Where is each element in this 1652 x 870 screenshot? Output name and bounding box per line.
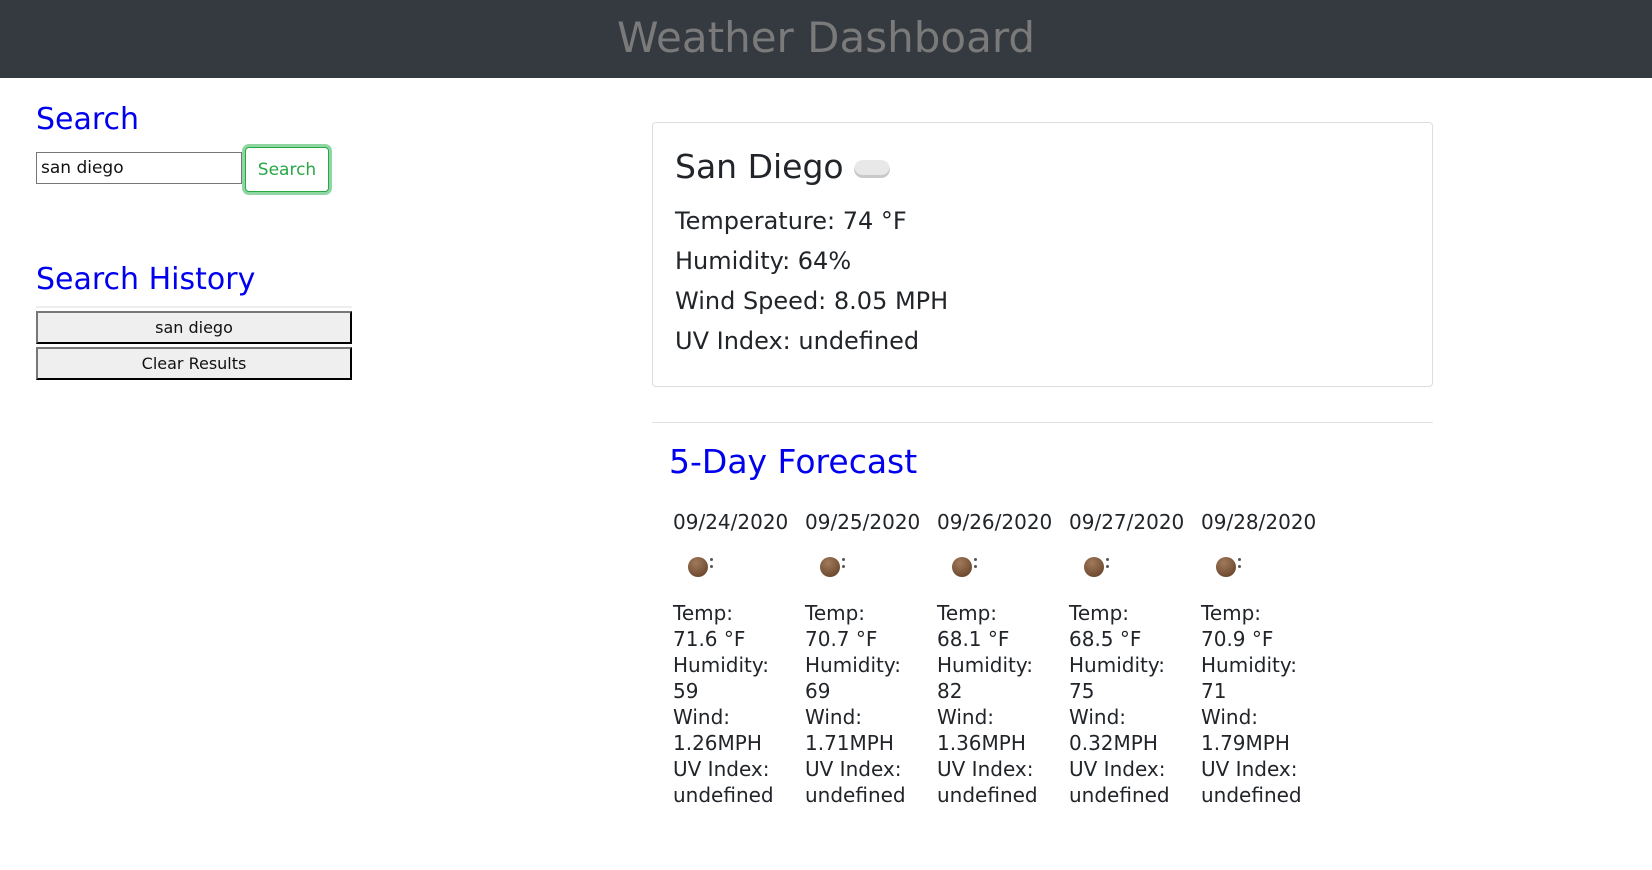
forecast-temp: 68.1 °F <box>937 627 1010 651</box>
forecast-uv: undefined <box>937 783 1038 807</box>
forecast-day: 09/26/2020 Temp: 68.1 °F Humidity: 82 Wind: 1… <box>937 510 1067 808</box>
forecast-uv-label: UV Index: <box>1201 757 1298 781</box>
search-input[interactable] <box>36 152 242 184</box>
current-uv: UV Index: undefined <box>675 327 920 355</box>
forecast-wind-label: Wind: <box>1069 705 1127 729</box>
forecast-hum: 59 <box>673 679 699 703</box>
app-header: Weather Dashboard <box>0 0 1652 78</box>
forecast-temp: 70.9 °F <box>1201 627 1274 651</box>
forecast-day: 09/28/2020 Temp: 70.9 °F Humidity: 71 Wind: 1… <box>1201 510 1331 808</box>
search-heading: Search <box>36 102 140 137</box>
forecast-uv-label: UV Index: <box>1069 757 1166 781</box>
forecast-hum-label: Humidity: <box>673 653 769 677</box>
forecast-date: 09/25/2020 <box>805 510 921 534</box>
moon-icon <box>820 555 846 577</box>
forecast-date: 09/27/2020 <box>1069 510 1185 534</box>
forecast-wind-label: Wind: <box>1201 705 1259 729</box>
moon-icon <box>688 555 714 577</box>
forecast-wind: 1.79MPH <box>1201 731 1290 755</box>
moon-icon <box>1216 555 1242 577</box>
forecast-date: 09/26/2020 <box>937 510 1053 534</box>
forecast-uv: undefined <box>1069 783 1170 807</box>
moon-icon <box>952 555 978 577</box>
forecast-uv-label: UV Index: <box>937 757 1034 781</box>
cloud-icon <box>853 159 890 178</box>
forecast-temp: 70.7 °F <box>805 627 878 651</box>
forecast-wind-label: Wind: <box>805 705 863 729</box>
forecast-day: 09/24/2020 Temp: 71.6 °F Humidity: 59 Wind: 1… <box>673 510 803 808</box>
search-button[interactable]: Search <box>245 147 329 192</box>
forecast-wind-label: Wind: <box>937 705 995 729</box>
forecast-day: 09/27/2020 Temp: 68.5 °F Humidity: 75 Wind: 0… <box>1069 510 1199 808</box>
forecast-date: 09/28/2020 <box>1201 510 1317 534</box>
forecast-hum-label: Humidity: <box>1069 653 1165 677</box>
forecast-temp: 71.6 °F <box>673 627 746 651</box>
search-history-list: san diego Clear Results <box>36 306 352 380</box>
forecast-hum: 82 <box>937 679 963 703</box>
forecast-hum-label: Humidity: <box>805 653 901 677</box>
divider <box>652 422 1433 423</box>
forecast-hum: 69 <box>805 679 831 703</box>
forecast-temp-label: Temp: <box>673 601 734 625</box>
forecast-wind: 1.71MPH <box>805 731 894 755</box>
forecast-temp-label: Temp: <box>937 601 998 625</box>
forecast-wind: 1.26MPH <box>673 731 762 755</box>
forecast-temp-label: Temp: <box>1201 601 1262 625</box>
forecast-temp: 68.5 °F <box>1069 627 1142 651</box>
moon-icon <box>1084 555 1110 577</box>
forecast-uv-label: UV Index: <box>805 757 902 781</box>
current-weather-card: San Diego Temperature: 74 °F Humidity: 6… <box>652 122 1433 387</box>
forecast-hum: 71 <box>1201 679 1227 703</box>
forecast-uv: undefined <box>805 783 906 807</box>
forecast-uv: undefined <box>1201 783 1302 807</box>
forecast-wind: 0.32MPH <box>1069 731 1158 755</box>
search-history-heading: Search History <box>36 262 256 297</box>
current-humidity: Humidity: 64% <box>675 247 852 275</box>
current-temperature: Temperature: 74 °F <box>675 207 907 235</box>
forecast-temp-label: Temp: <box>805 601 866 625</box>
forecast-heading: 5-Day Forecast <box>669 442 918 481</box>
forecast-uv-label: UV Index: <box>673 757 770 781</box>
forecast-temp-label: Temp: <box>1069 601 1130 625</box>
forecast-wind: 1.36MPH <box>937 731 1026 755</box>
page-title: Weather Dashboard <box>616 13 1036 62</box>
city-title: San Diego <box>675 147 890 186</box>
forecast-hum-label: Humidity: <box>937 653 1033 677</box>
clear-results-button[interactable]: Clear Results <box>36 347 352 380</box>
forecast-hum-label: Humidity: <box>1201 653 1297 677</box>
forecast-uv: undefined <box>673 783 774 807</box>
history-item[interactable]: san diego <box>36 311 352 344</box>
forecast-day: 09/25/2020 Temp: 70.7 °F Humidity: 69 Wind: 1… <box>805 510 935 808</box>
forecast-hum: 75 <box>1069 679 1095 703</box>
forecast-wind-label: Wind: <box>673 705 731 729</box>
current-wind: Wind Speed: 8.05 MPH <box>675 287 949 315</box>
city-name: San Diego <box>675 147 844 186</box>
forecast-date: 09/24/2020 <box>673 510 789 534</box>
